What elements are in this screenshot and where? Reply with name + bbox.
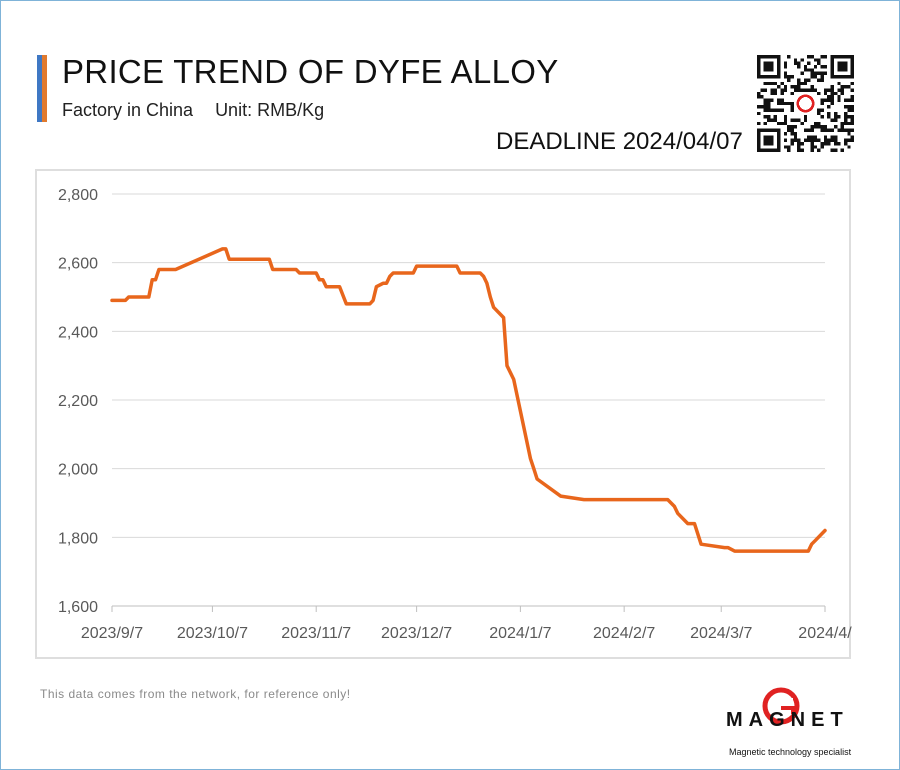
x-tick-label: 2023/10/7	[177, 625, 248, 642]
x-tick-label: 2023/9/7	[81, 625, 143, 642]
y-tick-label: 2,200	[58, 393, 98, 410]
price-line-chart: 1,600 1,800 2,000 2,200 2,400 2,600 2,800 2023/…	[58, 187, 852, 642]
chart-panel	[35, 169, 851, 659]
magnet-ring-icon	[762, 687, 800, 725]
y-tick-label: 1,800	[58, 530, 98, 547]
y-tick-label: 2,800	[58, 187, 98, 204]
y-tick-label: 1,600	[58, 599, 98, 616]
y-tick-label: 2,600	[58, 256, 98, 273]
subtitle-factory: Factory in China	[62, 100, 194, 120]
x-tick-label: 2023/12/7	[381, 625, 452, 642]
deadline-label: DEADLINE 2024/04/07	[496, 128, 743, 155]
title-accent-bar	[37, 55, 47, 122]
subtitle-unit: Unit: RMB/Kg	[215, 100, 325, 120]
x-tick-label: 2024/4/	[798, 625, 852, 642]
y-tick-label: 2,000	[58, 462, 98, 479]
x-tick-label: 2024/2/7	[593, 625, 655, 642]
price-series-line	[110, 247, 827, 553]
magnet-logo-icon: MAGNET Magnetic technology specialist	[719, 684, 859, 764]
y-tick-label: 2,400	[58, 324, 98, 341]
logo-word: MAGNET	[726, 709, 849, 731]
page-title: PRICE TREND OF DYFE ALLOY	[62, 53, 559, 90]
x-tick-label: 2024/3/7	[690, 625, 752, 642]
qr-code-icon	[757, 55, 854, 152]
logo-tagline: Magnetic technology specialist	[729, 747, 852, 757]
x-tick-label: 2023/11/7	[281, 625, 351, 642]
footnote: This data comes from the network, for re…	[40, 687, 351, 701]
page-subtitle: Factory in China Unit: RMB/Kg	[62, 100, 324, 121]
x-tick-label: 2024/1/7	[489, 625, 551, 642]
